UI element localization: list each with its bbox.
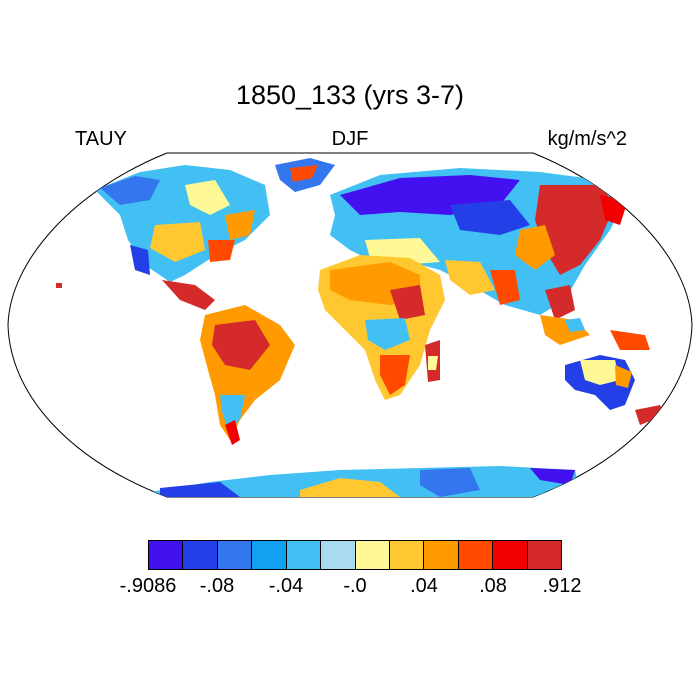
color-legend-box [389,541,425,569]
color-legend-tick-label: -.08 [199,575,235,597]
color-legend-box [527,541,562,569]
variable-label: TAUY [75,128,127,150]
color-legend-tick-label: -.0 [343,575,367,597]
color-legend-box [286,541,322,569]
season-label: DJF [331,128,369,150]
color-legend-box [355,541,390,569]
color-legend-box [493,541,528,569]
eurasia-region [330,168,628,345]
plot-title: 1850_133 (yrs 3-7) [235,80,465,110]
antarctica-region [150,466,580,497]
color-legend-tick-label: -.9086 [119,575,177,597]
units-label: kg/m/s^2 [547,128,627,150]
color-legend-box [252,541,287,569]
color-legend-box [458,541,494,569]
color-legend-bar [148,540,562,570]
color-legend-tick-label: .912 [542,575,582,597]
australia-region [565,318,665,425]
color-legend-box [217,541,253,569]
color-legend-tick-label: .04 [410,575,438,597]
north-america-region [56,158,335,310]
color-legend-box [149,541,184,569]
south-america-region [200,305,295,445]
color-legend-box [321,541,356,569]
color-legend-box [424,541,459,569]
africa-region [318,255,445,400]
color-legend-box [183,541,218,569]
color-legend-tick-label: -.04 [268,575,304,597]
color-legend-tick-label: .08 [479,575,507,597]
